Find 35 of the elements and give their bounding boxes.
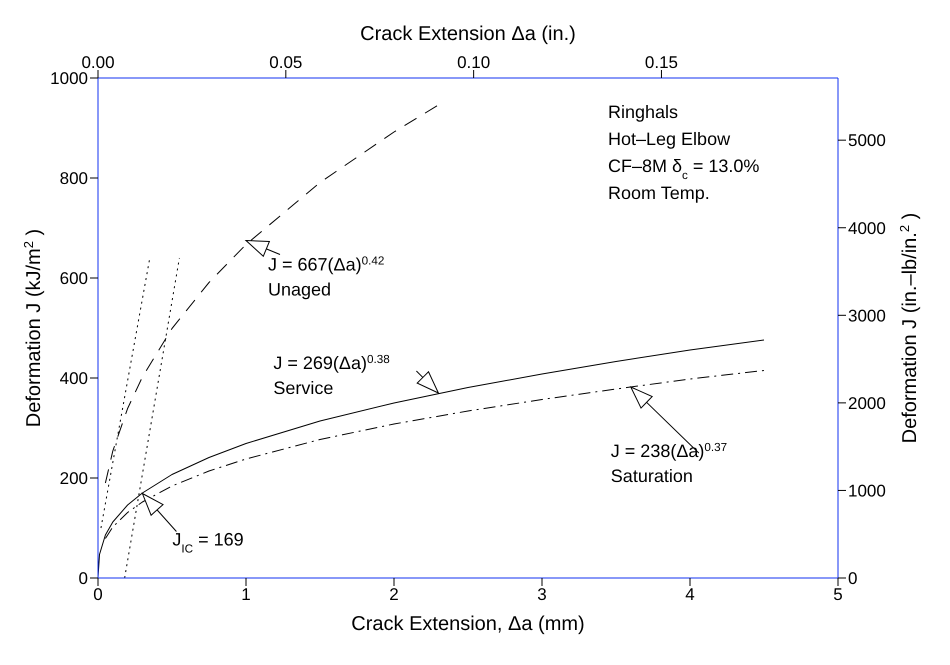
annotation: Saturation: [610, 466, 693, 486]
annotation: Unaged: [268, 280, 332, 300]
x2-axis-title: Crack Extension Δa (in.): [360, 23, 576, 45]
y-tick-label: 0: [78, 569, 88, 588]
annotation: Hot–Leg Elbow: [608, 129, 732, 149]
y2-tick-label: 3000: [848, 306, 886, 326]
y-tick-label: 800: [60, 169, 88, 188]
x-tick-label: 4: [685, 585, 695, 604]
x-tick-label: 0: [93, 585, 103, 604]
y2-tick-label: 5000: [848, 131, 886, 150]
annotation: J = 667(Δa)$^{0.42}$: [268, 254, 384, 274]
x2-tick-label: 0.15: [644, 53, 678, 72]
x2-tick-label: 0.10: [457, 53, 490, 72]
x-tick-label: 2: [389, 585, 399, 604]
annotation: Service: [273, 378, 334, 398]
y2-tick-label: 0: [848, 569, 858, 588]
y-tick-label: 400: [60, 369, 88, 388]
x-tick-label: 3: [537, 585, 547, 604]
annotation: Room Temp.: [608, 183, 710, 203]
annotation: CF–8M δ$_{c}$ = 13.0%: [608, 156, 760, 182]
x-axis-title: Crack Extension, Δa (mm): [351, 613, 585, 635]
annotation: J = 238(Δa)$^{0.37}$: [610, 440, 728, 461]
annotation: Ringhals: [608, 102, 678, 122]
y2-tick-label: 2000: [848, 394, 886, 413]
x2-tick-label: 0.05: [269, 53, 302, 72]
y2-tick-label: 1000: [848, 481, 886, 500]
y-tick-label: 600: [60, 269, 88, 288]
x-tick-label: 5: [833, 585, 843, 604]
y-tick-label: 200: [60, 469, 88, 488]
annotation: J$_{IC}$ = 169: [172, 530, 244, 555]
annotation: J = 269(Δa)$^{0.38}$: [273, 352, 390, 373]
y-tick-label: 1000: [50, 69, 88, 88]
y2-tick-label: 4000: [848, 218, 886, 238]
x-tick-label: 1: [241, 585, 251, 604]
x2-tick-label: 0.00: [81, 53, 115, 72]
